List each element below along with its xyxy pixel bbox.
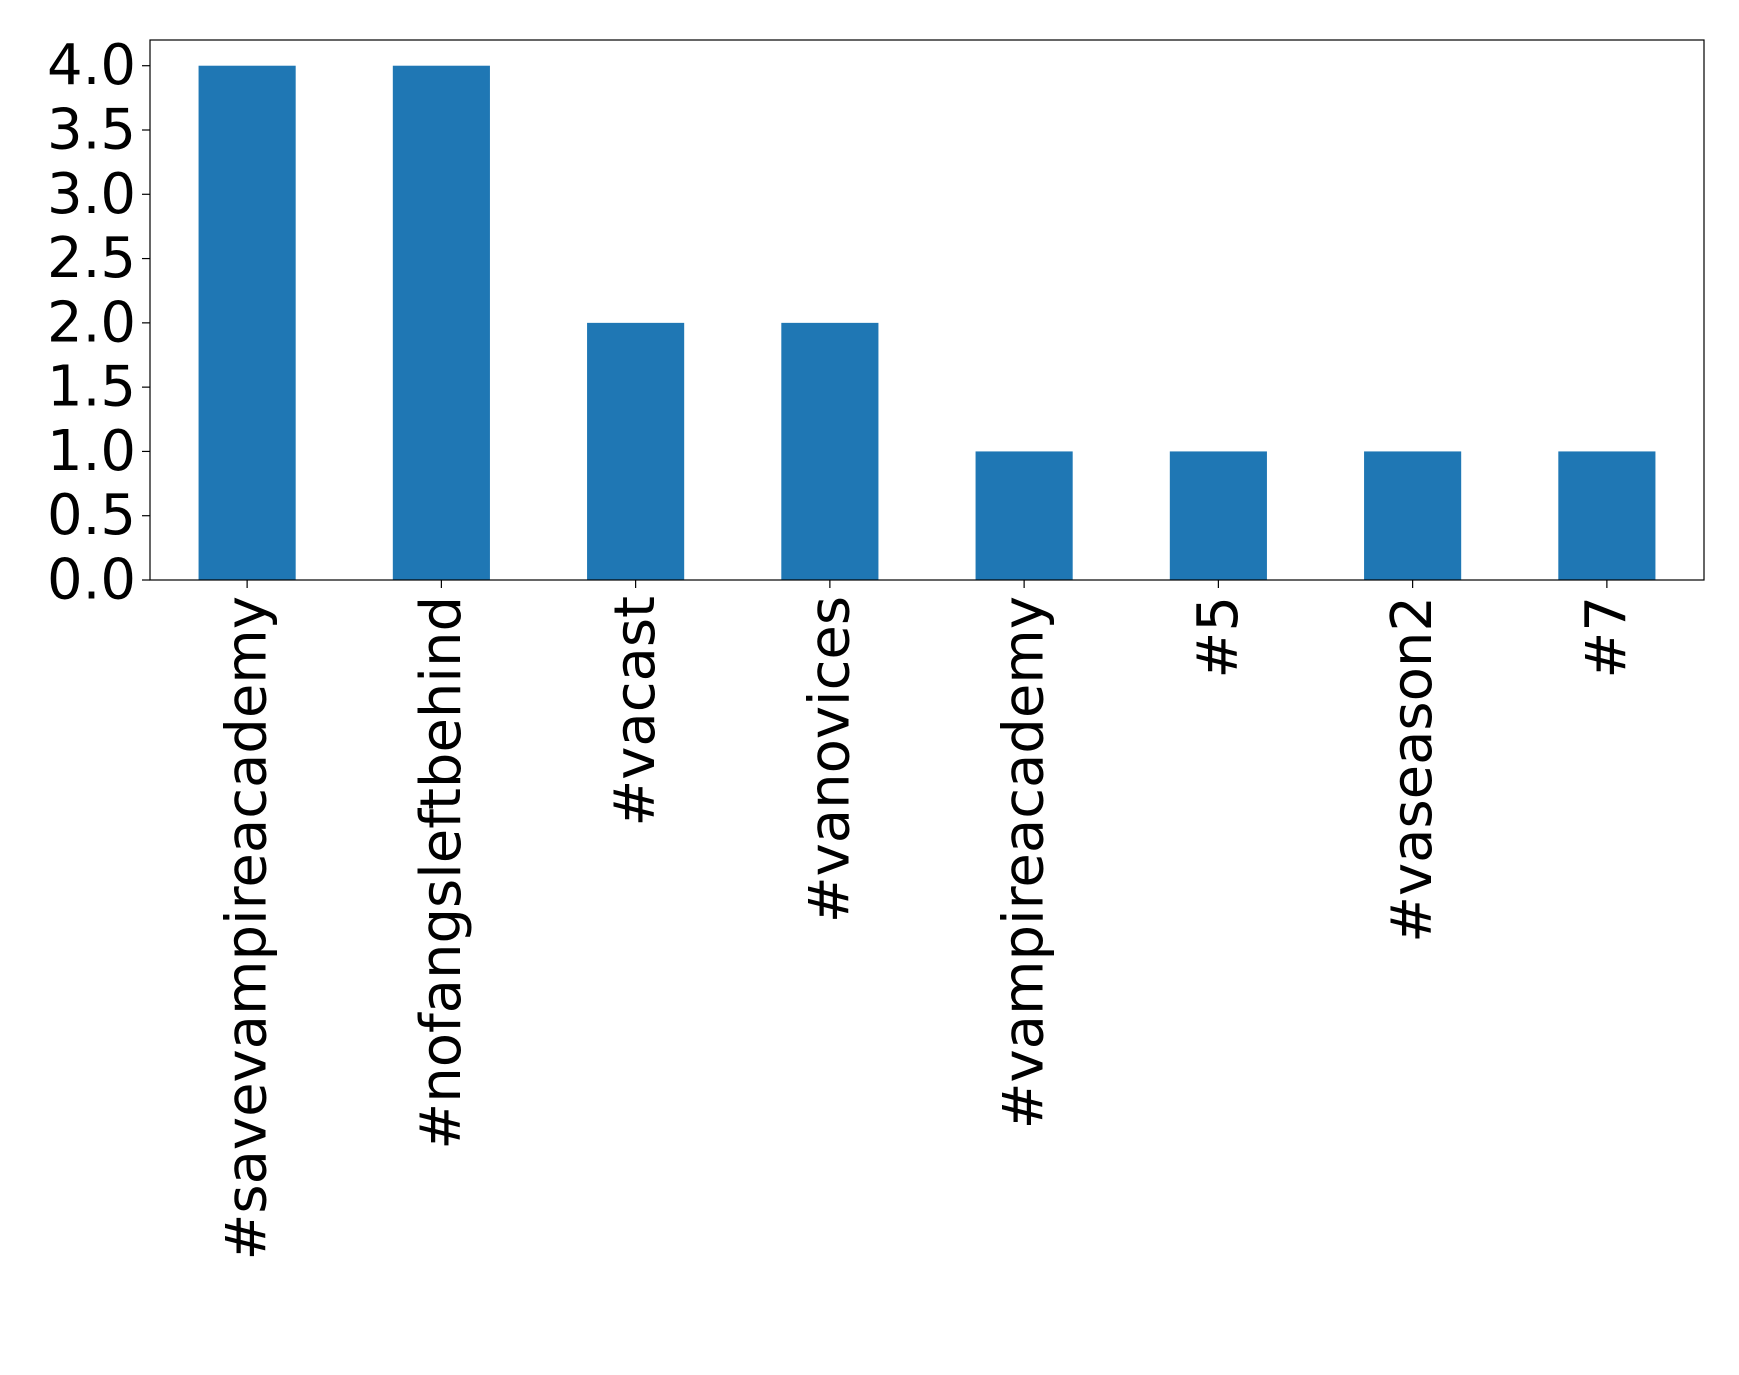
y-tick-label: 1.5: [47, 355, 136, 420]
x-tick-label: #nofangsleftbehind: [409, 596, 474, 1150]
x-tick-label: #savevampireacademy: [215, 596, 280, 1260]
bar-7: [1558, 451, 1656, 580]
bar-5: [1169, 451, 1267, 580]
x-tick-label: #5: [1186, 596, 1251, 679]
y-tick-label: 3.5: [47, 98, 136, 163]
y-tick-label: 0.5: [47, 483, 136, 548]
bar-vaseason2: [1364, 451, 1462, 580]
y-axis: 0.00.51.01.52.02.53.03.54.0: [47, 33, 150, 613]
y-tick-label: 1.0: [47, 419, 136, 484]
x-tick-label: #7: [1574, 596, 1639, 679]
bars-layer: [198, 65, 1656, 580]
plot-frame: [149, 39, 1705, 581]
bar-nofangsleftbehind: [392, 65, 490, 580]
x-tick-label: #vanovices: [797, 596, 862, 923]
x-tick-label: #vampireacademy: [992, 596, 1057, 1129]
y-tick-label: 2.5: [47, 226, 136, 291]
bar-vacast: [587, 322, 685, 580]
x-axis: #savevampireacademy #nofangsleftbehind #va…: [215, 580, 1639, 1260]
y-tick-label: 3.0: [47, 162, 136, 227]
y-tick-label: 2.0: [47, 290, 136, 355]
x-tick-label: #vaseason2: [1380, 596, 1445, 943]
bar-vanovices: [781, 322, 879, 580]
bar-savevampireacademy: [198, 65, 296, 580]
y-tick-label: 0.0: [47, 548, 136, 613]
y-tick-label: 4.0: [47, 33, 136, 98]
bar-vampireacademy: [975, 451, 1073, 580]
x-tick-label: #vacast: [603, 596, 668, 827]
